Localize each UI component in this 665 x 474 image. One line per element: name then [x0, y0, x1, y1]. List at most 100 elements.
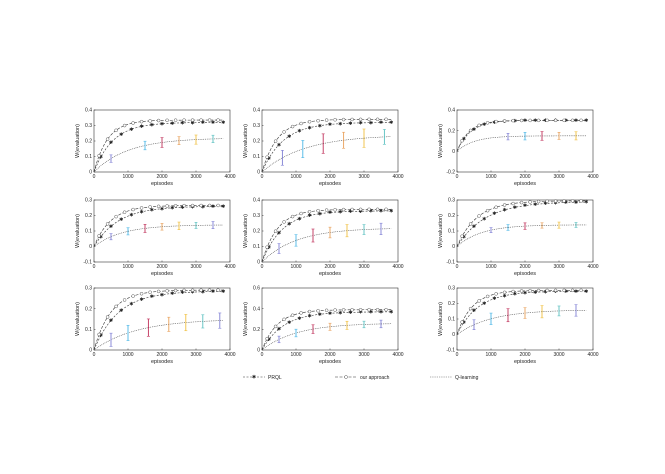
- prql-marker: ✱: [221, 120, 226, 126]
- approach-marker: [341, 117, 346, 122]
- y-tick-label: 0.3: [448, 286, 455, 292]
- y-tick-label: 0.2: [253, 139, 260, 145]
- approach-marker: [148, 290, 152, 294]
- x-tick-label: 3000: [358, 174, 369, 180]
- approach-marker: [485, 121, 490, 125]
- approach-marker: [182, 118, 186, 122]
- prql-marker: ✱: [109, 318, 114, 324]
- y-tick-label: 0.1: [253, 244, 260, 250]
- approach-marker: [282, 317, 286, 322]
- series-line-q-learning: [93, 138, 224, 173]
- y-tick-label: 0.2: [448, 213, 455, 219]
- approach-marker: [173, 204, 178, 208]
- approach-marker: [341, 207, 346, 212]
- series-line-our-approach: [456, 120, 587, 152]
- prql-marker: ✱: [119, 308, 124, 314]
- approach-marker: [307, 309, 312, 314]
- prql-marker: ✱: [180, 205, 185, 211]
- prql-marker: ✱: [389, 209, 394, 215]
- series-line-our-approach: [261, 209, 392, 263]
- approach-marker: [131, 207, 135, 212]
- prql-marker: ✱: [307, 213, 312, 219]
- approach-marker: [579, 199, 583, 203]
- prql-marker: ✱: [543, 201, 548, 207]
- approach-marker: [324, 118, 329, 122]
- approach-marker: [570, 199, 575, 203]
- series-line-our-approach: [93, 205, 224, 247]
- y-tick-label: 0.1: [85, 229, 92, 235]
- plot-frame: [456, 199, 594, 263]
- prql-marker: ✱: [492, 211, 497, 217]
- approach-marker: [553, 288, 558, 293]
- approach-marker: [139, 206, 144, 210]
- prql-marker: ✱: [379, 120, 384, 126]
- prql-marker: ✱: [358, 209, 363, 215]
- prql-marker: ✱: [129, 127, 134, 133]
- prql-marker: ✱: [109, 224, 114, 230]
- chart-panel-2: 0 1000 2000 3000 4000 0 0.1 0.2 0.3 0.4 episodes W(…: [243, 108, 404, 187]
- series-line-q-learning: [261, 136, 392, 173]
- prql-marker: ✱: [277, 327, 282, 333]
- prql-marker: ✱: [492, 120, 497, 126]
- approach-marker: [290, 124, 295, 129]
- prql-marker: ✱: [492, 296, 497, 302]
- prql-marker: ✱: [211, 204, 216, 210]
- prql-marker: ✱: [533, 118, 538, 124]
- x-axis-label: episodes: [514, 271, 536, 277]
- x-tick-label: 1000: [290, 264, 301, 270]
- x-axis-label: episodes: [319, 359, 341, 365]
- approach-marker: [265, 336, 269, 341]
- series-line-q-learning: [93, 320, 224, 351]
- approach-marker: [105, 222, 110, 226]
- y-tick-label: -0.1: [446, 260, 455, 266]
- approach-marker: [324, 208, 329, 212]
- approach-marker: [148, 205, 152, 209]
- prql-marker: ✱: [277, 142, 282, 148]
- approach-marker: [131, 121, 135, 125]
- prql-marker: ✱: [328, 210, 333, 216]
- series-line-prql: [261, 311, 392, 351]
- prql-marker: ✱: [287, 222, 292, 228]
- chart-panel-6: 0 1000 2000 3000 4000-0.100.10.20.3episodesW…: [438, 198, 599, 277]
- y-tick-label: 0.4: [253, 306, 260, 312]
- prql-marker: ✱: [297, 129, 302, 135]
- approach-marker: [122, 298, 127, 302]
- approach-marker: [307, 120, 312, 124]
- x-tick-label: 3000: [190, 264, 201, 270]
- series-line-our-approach: [261, 119, 392, 173]
- approach-marker: [511, 289, 515, 294]
- prql-marker: ✱: [369, 120, 374, 126]
- x-tick-label: 0: [456, 352, 459, 358]
- x-axis-label: episodes: [514, 359, 536, 365]
- prql-marker: ✱: [523, 203, 528, 209]
- approach-marker: [273, 229, 278, 233]
- prql-marker: ✱: [150, 294, 155, 300]
- approach-marker: [333, 308, 337, 312]
- x-tick-label: 2000: [324, 264, 335, 270]
- approach-marker: [165, 204, 169, 208]
- x-tick-label: 3000: [553, 174, 564, 180]
- prql-marker: ✱: [502, 293, 507, 299]
- chart-panel-3: 0 1000 2000 3000 4000-0.200.20.4episodesW(ev…: [438, 108, 599, 187]
- x-tick-label: 4000: [587, 174, 598, 180]
- approach-marker: [502, 119, 507, 123]
- prql-marker: ✱: [379, 209, 384, 215]
- prql-marker: ✱: [462, 235, 467, 241]
- approach-marker: [384, 117, 388, 122]
- y-tick-label: 0.2: [448, 301, 455, 307]
- approach-marker: [97, 332, 101, 337]
- approach-marker: [199, 118, 203, 122]
- prql-marker: ✱: [584, 200, 589, 206]
- prql-marker: ✱: [307, 313, 312, 319]
- approach-marker: [536, 288, 541, 293]
- prql-marker: ✱: [328, 311, 333, 317]
- prql-marker: ✱: [267, 337, 272, 343]
- prql-marker: ✱: [328, 122, 333, 128]
- approach-marker: [316, 118, 320, 123]
- chart-panel-8: 0 1000 2000 3000 4000 0 0.2 0.4 0.6 episodes W(eva…: [243, 286, 404, 365]
- approach-marker: [384, 207, 388, 212]
- x-tick-label: 4000: [392, 264, 403, 270]
- y-axis-label: W(evaluation): [243, 302, 249, 336]
- y-tick-label: 0: [452, 244, 455, 250]
- prql-marker: ✱: [99, 333, 104, 339]
